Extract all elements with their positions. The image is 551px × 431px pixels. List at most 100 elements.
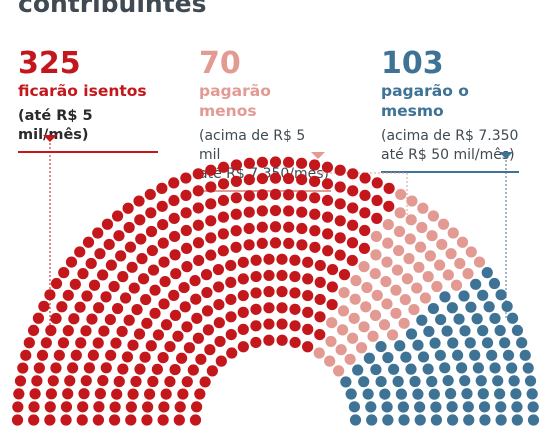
seat-dot xyxy=(296,157,308,169)
seat-dot xyxy=(190,401,203,413)
seat-dot xyxy=(499,337,511,349)
seat-dot xyxy=(116,325,128,338)
pay-less-pointer xyxy=(311,152,325,159)
seat-dot xyxy=(112,302,124,315)
seat-dot xyxy=(65,256,78,268)
seat-dot xyxy=(439,362,451,374)
seat-dot xyxy=(173,414,185,426)
seat-dot xyxy=(395,388,408,400)
seat-dot xyxy=(465,246,477,258)
exempt-rule xyxy=(18,151,158,153)
seat-dot xyxy=(431,280,443,293)
seat-dot xyxy=(156,182,168,194)
seat-dot xyxy=(168,289,180,301)
seat-dot xyxy=(445,248,457,260)
seat-dot xyxy=(250,254,262,266)
seat-dot xyxy=(302,256,314,268)
seat-dot xyxy=(321,194,334,207)
seat-dot xyxy=(483,301,495,313)
seat-dot xyxy=(133,328,146,340)
seat-dot xyxy=(296,190,308,202)
seat-dot xyxy=(237,256,249,268)
seat-dot xyxy=(97,269,109,281)
seat-dot xyxy=(347,219,359,231)
seat-dot xyxy=(283,221,295,233)
seat-dot xyxy=(338,269,351,281)
seat-dot xyxy=(269,221,282,233)
seat-dot xyxy=(230,225,242,237)
seat-dot xyxy=(105,259,117,271)
exempt-count: 325 xyxy=(18,46,81,81)
seat-dot xyxy=(177,388,189,400)
seat-dot xyxy=(180,224,192,237)
pay-same-label: pagarão o mesmo xyxy=(381,82,469,120)
seat-dot xyxy=(282,172,295,185)
seat-dot xyxy=(172,330,184,342)
seat-dot xyxy=(168,194,180,207)
seat-dot xyxy=(388,363,400,375)
seat-dot xyxy=(124,241,137,253)
seat-dot xyxy=(180,189,192,201)
seat-dot xyxy=(178,281,190,294)
seat-dot xyxy=(355,342,368,354)
seat-dot xyxy=(243,190,255,202)
seat-dot xyxy=(214,335,226,348)
seat-dot xyxy=(426,375,438,388)
seat-dot xyxy=(108,414,121,426)
seat-dot xyxy=(289,254,301,266)
seat-dot xyxy=(453,313,465,325)
seat-dot xyxy=(226,347,238,359)
seat-dot xyxy=(256,172,269,185)
seat-dot xyxy=(417,351,430,363)
seat-dot xyxy=(380,275,392,288)
seat-dot xyxy=(426,230,438,242)
seat-dot xyxy=(352,364,364,376)
seat-dot xyxy=(70,349,82,361)
seat-dot xyxy=(296,239,308,251)
seat-dot xyxy=(381,298,393,310)
seat-dot xyxy=(334,164,346,176)
seat-dot xyxy=(393,244,405,257)
seat-dot xyxy=(326,263,339,276)
seat-dot xyxy=(213,317,225,329)
seat-dot xyxy=(296,174,308,186)
seat-dot xyxy=(201,286,213,299)
seat-dot xyxy=(423,325,435,338)
seat-dot xyxy=(213,281,225,293)
seat-dot xyxy=(347,202,359,214)
seat-dot xyxy=(369,309,382,321)
seat-dot xyxy=(324,355,336,367)
seat-dot xyxy=(269,156,282,168)
seat-dot xyxy=(390,307,402,319)
seat-dot xyxy=(119,292,132,304)
seat-dot xyxy=(302,323,314,335)
seat-dot xyxy=(256,205,268,217)
seat-dot xyxy=(147,264,160,276)
seat-dot xyxy=(313,347,325,359)
seat-dot xyxy=(516,337,528,349)
pay-same-count: 103 xyxy=(381,46,444,81)
seat-dot xyxy=(390,284,402,296)
seat-dot xyxy=(168,212,180,224)
seat-dot xyxy=(212,263,225,276)
seat-dot xyxy=(157,352,169,364)
seat-dot xyxy=(359,207,371,219)
seat-dot xyxy=(145,340,157,352)
seat-dot xyxy=(62,388,74,400)
seat-dot xyxy=(44,401,56,413)
seat-dot xyxy=(86,313,98,325)
seat-dot xyxy=(256,237,268,249)
seat-dot xyxy=(434,349,446,361)
seat-dot xyxy=(326,281,338,293)
seat-dot xyxy=(526,388,538,400)
seat-dot xyxy=(169,309,182,321)
seat-dot xyxy=(169,363,181,376)
seat-dot xyxy=(134,214,146,226)
seat-dot xyxy=(348,401,361,413)
seat-dot xyxy=(405,214,417,226)
seat-dot xyxy=(416,221,428,234)
seat-dot xyxy=(350,275,362,287)
seat-dot xyxy=(382,414,394,426)
pay-less-range-1: (acima de R$ 5 mil xyxy=(199,128,306,163)
seat-dot xyxy=(296,206,308,218)
